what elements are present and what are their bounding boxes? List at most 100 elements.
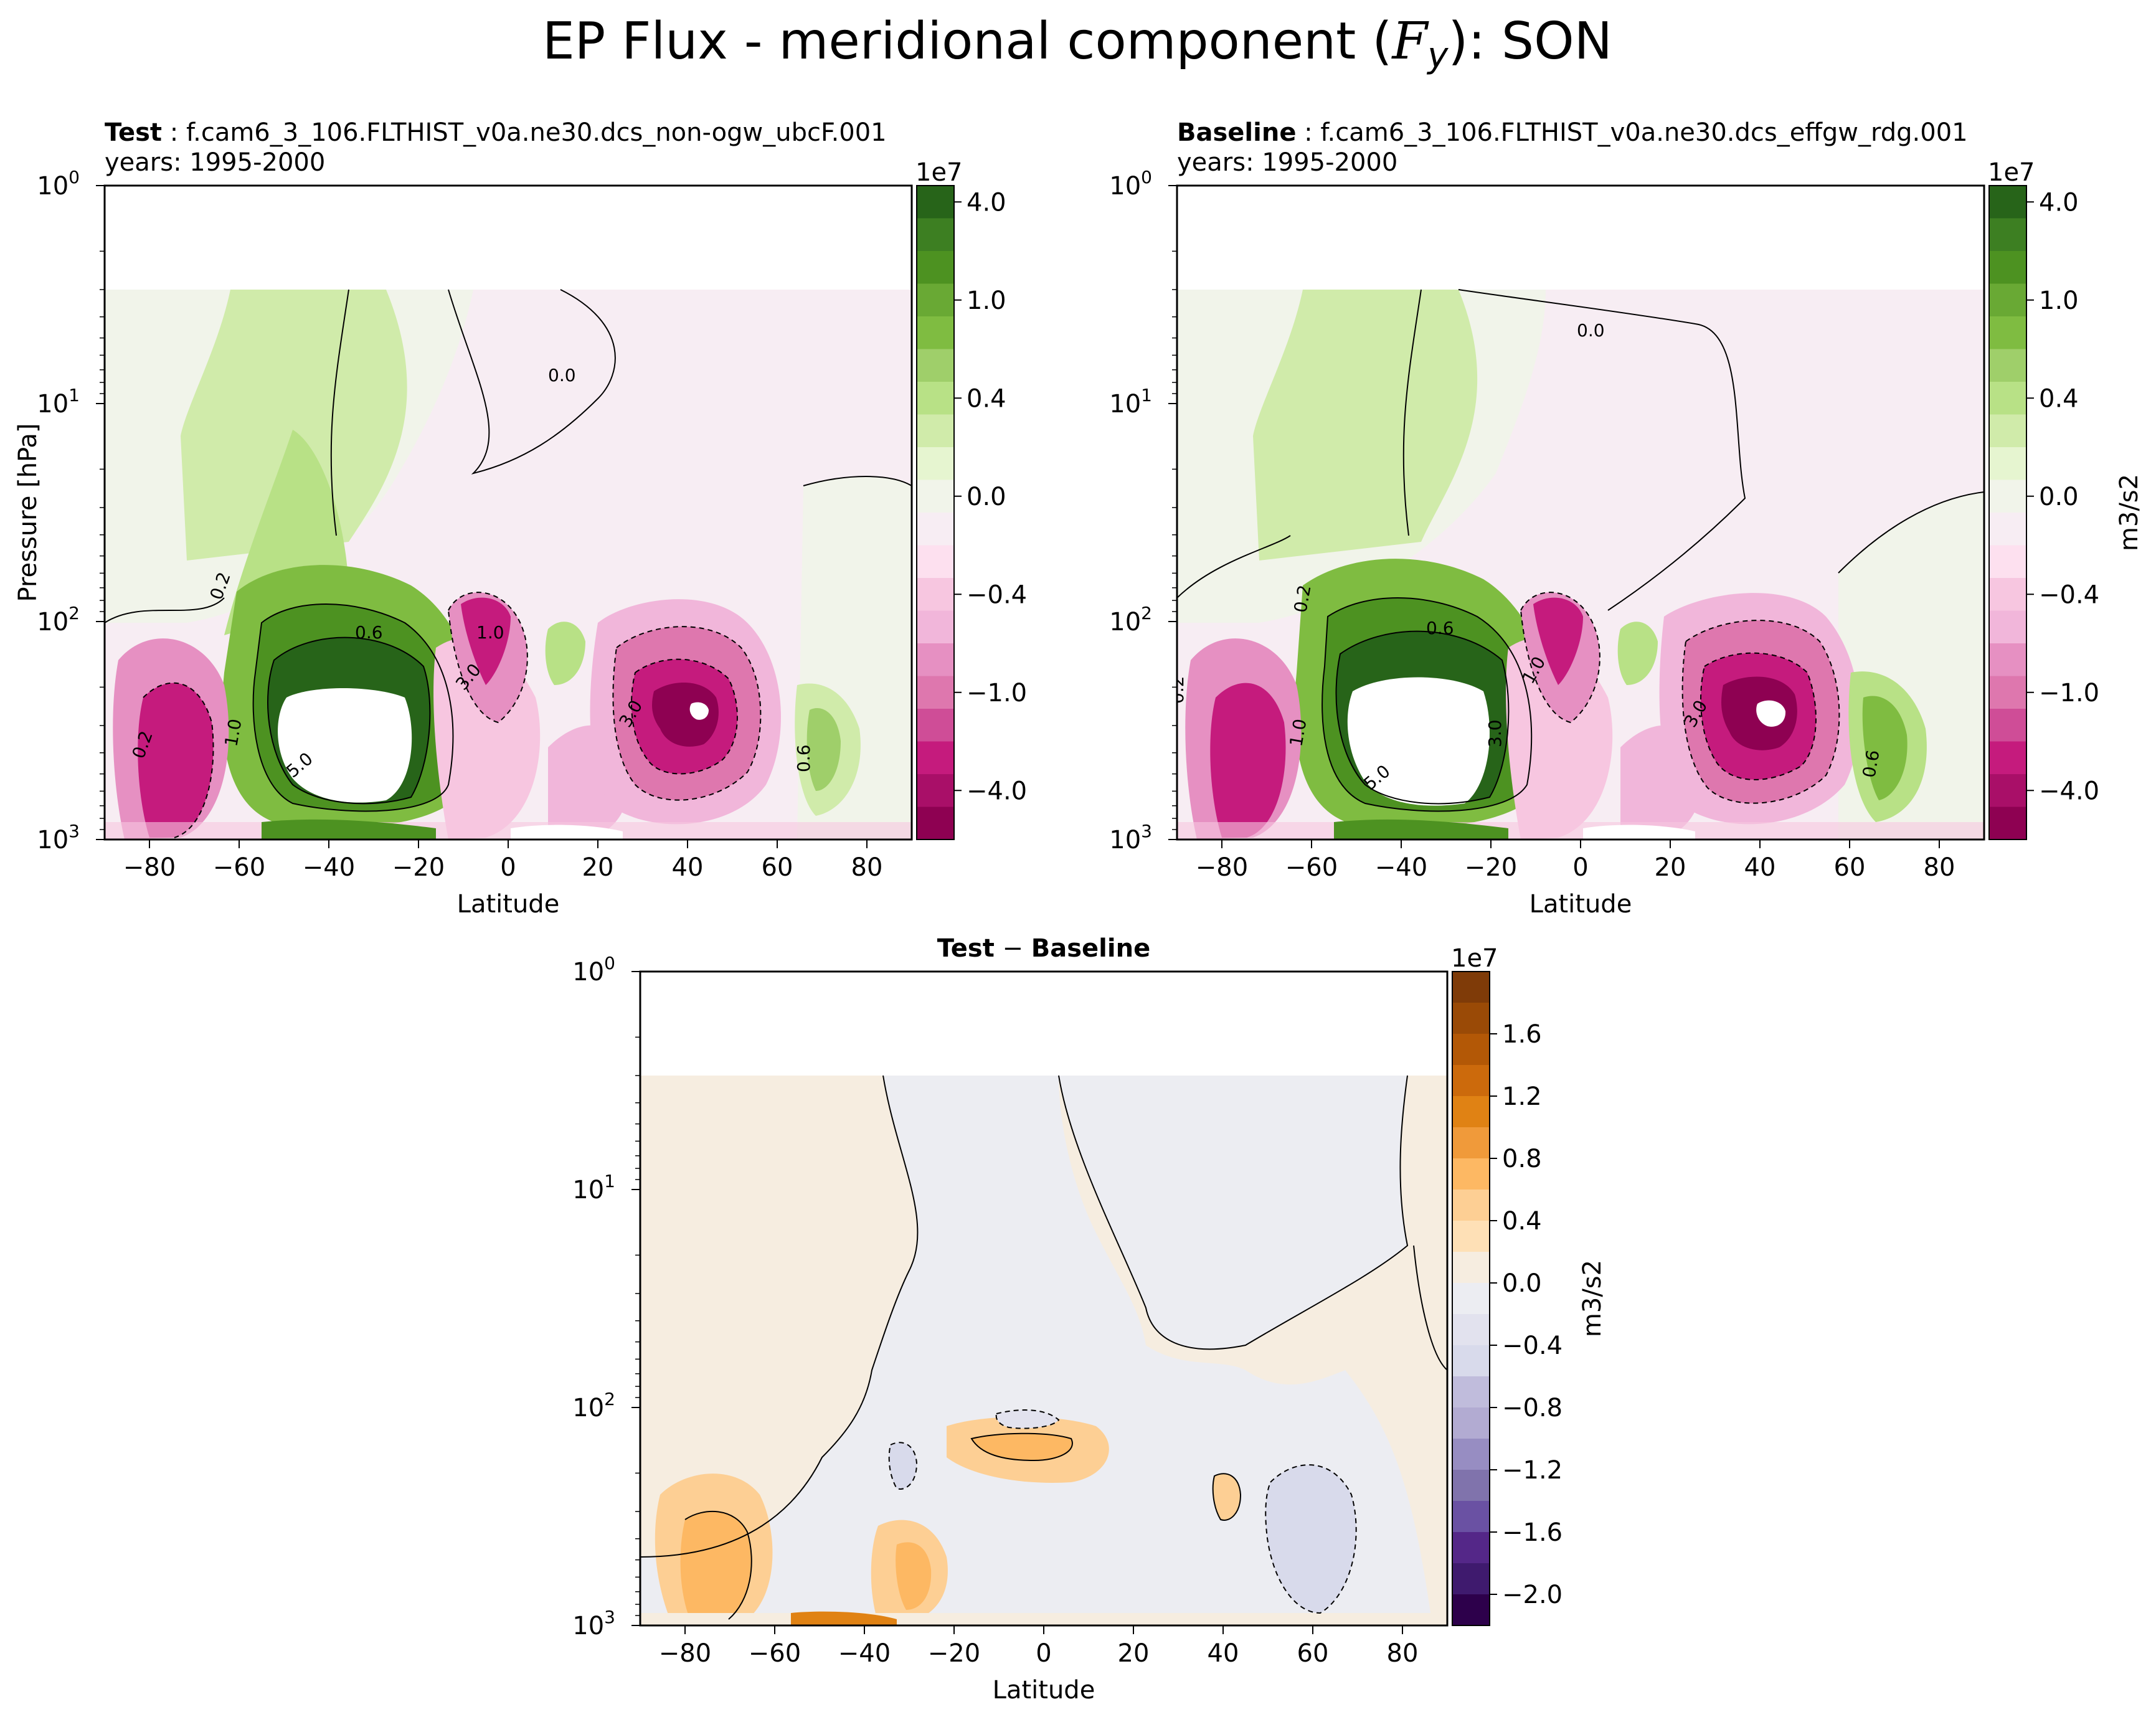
x-tick-label: −40 <box>838 1639 891 1668</box>
colorbar-segment <box>1989 316 2026 349</box>
x-tick-label: −40 <box>303 853 355 882</box>
colorbar-tick-label: 1.2 <box>1502 1082 1542 1111</box>
contour-label: 1.0 <box>220 717 245 749</box>
colorbar-segment <box>1452 1127 1490 1159</box>
baseline-panel-title: Baseline : f.cam6_3_106.FLTHIST_v0a.ne30… <box>1177 118 1968 147</box>
test-panel: Test : f.cam6_3_106.FLTHIST_v0a.ne30.dcs… <box>14 118 1027 919</box>
colorbar-segment <box>917 218 954 252</box>
colorbar-segment <box>1989 578 2026 611</box>
colorbar-segment <box>917 676 954 709</box>
baseline-colorbar-exponent: 1e7 <box>1988 158 2035 187</box>
difference-panel: Test − Baseline <box>572 934 1607 1705</box>
colorbar-segment <box>1452 1407 1490 1439</box>
x-tick-label: −80 <box>1196 853 1248 882</box>
colorbar-segment <box>1989 414 2026 448</box>
colorbar-segment <box>1452 1345 1490 1377</box>
colorbar-segment <box>1989 741 2026 775</box>
colorbar-segment <box>917 610 954 644</box>
colorbar-tick-label: −4.0 <box>967 777 1027 805</box>
colorbar-segment <box>917 774 954 807</box>
colorbar-segment <box>917 283 954 317</box>
colorbar-segment <box>1452 1252 1490 1284</box>
colorbar-segment <box>917 186 954 219</box>
colorbar-tick-label: −0.4 <box>1502 1332 1563 1360</box>
colorbar-segment <box>1452 1034 1490 1066</box>
colorbar-segment <box>917 382 954 415</box>
colorbar-segment <box>1452 1439 1490 1470</box>
contour-label: 0.2 <box>1290 584 1315 615</box>
colorbar-frame <box>1452 971 1490 1626</box>
colorbar-segment <box>917 316 954 349</box>
y-tick-label: 103 <box>1109 821 1152 854</box>
colorbar-segment <box>1989 283 2026 317</box>
colorbar-segment <box>1989 610 2026 644</box>
y-tick-label: 100 <box>572 953 615 986</box>
test-y-axis-label: Pressure [hPa] <box>14 423 42 602</box>
test-colorbar: 4.0 1.0 0.4 0.0 −0.4 −1.0 −4.0 <box>916 185 1027 840</box>
colorbar-segment <box>1452 1594 1490 1626</box>
colorbar-tick-label: 0.0 <box>1502 1269 1542 1298</box>
colorbar-segment <box>1989 774 2026 807</box>
colorbar-tick-label: −1.0 <box>2039 679 2099 707</box>
x-tick-label: 80 <box>1924 853 1955 882</box>
colorbar-segment <box>1452 1532 1490 1564</box>
colorbar-segment <box>917 414 954 448</box>
colorbar-segment <box>917 643 954 676</box>
y-tick-label: 101 <box>572 1171 615 1204</box>
difference-y-ticks: 100 101 102 103 <box>572 953 640 1640</box>
difference-x-axis-label: Latitude <box>993 1676 1095 1705</box>
colorbar-tick-label: 0.8 <box>1502 1145 1542 1173</box>
x-tick-label: 0 <box>1572 853 1588 882</box>
x-tick-label: −60 <box>749 1639 801 1668</box>
colorbar-segment <box>917 709 954 742</box>
colorbar-segment <box>1452 1065 1490 1097</box>
colorbar-segment <box>1452 1221 1490 1252</box>
colorbar-segment <box>1452 972 1490 1003</box>
x-tick-label: 0 <box>1036 1639 1051 1668</box>
contour-label: 0.6 <box>1858 749 1883 780</box>
colorbar-segment <box>917 349 954 382</box>
x-tick-label: −20 <box>928 1639 980 1668</box>
colorbar-tick-label: −0.4 <box>967 580 1027 609</box>
difference-x-ticks: −80 −60 −40 −20 0 20 40 60 80 <box>659 1625 1418 1668</box>
contour-label: 0.2 <box>1167 676 1188 704</box>
colorbar-frame <box>916 185 955 840</box>
test-y-ticks: 100 101 102 103 <box>37 167 105 854</box>
x-tick-label: 80 <box>851 853 883 882</box>
colorbar-tick-label: 4.0 <box>2039 188 2079 217</box>
y-tick-label: 103 <box>572 1607 615 1640</box>
colorbar-segment <box>917 741 954 775</box>
x-tick-label: 60 <box>1297 1639 1329 1668</box>
x-tick-label: 0 <box>500 853 516 882</box>
colorbar-segment <box>1989 709 2026 742</box>
baseline-y-ticks: 100 101 102 103 <box>1109 167 1177 854</box>
y-tick-label: 102 <box>1109 603 1152 636</box>
colorbar-segment <box>1989 186 2026 219</box>
colorbar-tick-label: −1.6 <box>1502 1518 1563 1547</box>
colorbar-tick-label: 0.0 <box>2039 483 2079 511</box>
test-field <box>105 290 912 840</box>
colorbar-tick-label: −4.0 <box>2039 777 2099 805</box>
colorbar-tick-label: 0.4 <box>2039 384 2079 413</box>
y-tick-label: 102 <box>572 1389 615 1422</box>
baseline-x-ticks: −80 −60 −40 −20 0 20 40 60 80 <box>1196 840 1955 882</box>
contour-label: 0.6 <box>355 622 383 643</box>
colorbar-segment <box>917 513 954 546</box>
colorbar-segment <box>1989 218 2026 252</box>
colorbar-tick-label: −0.8 <box>1502 1394 1563 1422</box>
x-tick-label: −60 <box>213 853 265 882</box>
y-tick-label: 100 <box>37 167 80 201</box>
contour-label: 0.0 <box>1577 320 1605 341</box>
colorbar-segment <box>1989 382 2026 415</box>
test-panel-subtitle: years: 1995-2000 <box>105 148 325 177</box>
x-tick-label: −40 <box>1375 853 1427 882</box>
colorbar-segment <box>1452 1314 1490 1346</box>
x-tick-label: 20 <box>1655 853 1686 882</box>
x-tick-label: −20 <box>392 853 445 882</box>
baseline-field <box>1177 289 1984 840</box>
test-contour-lines <box>105 289 912 812</box>
baseline-x-axis-label: Latitude <box>1530 890 1632 919</box>
colorbar-tick-label: −2.0 <box>1502 1581 1563 1609</box>
test-colorbar-exponent: 1e7 <box>915 158 963 187</box>
colorbar-segment <box>1452 1158 1490 1190</box>
